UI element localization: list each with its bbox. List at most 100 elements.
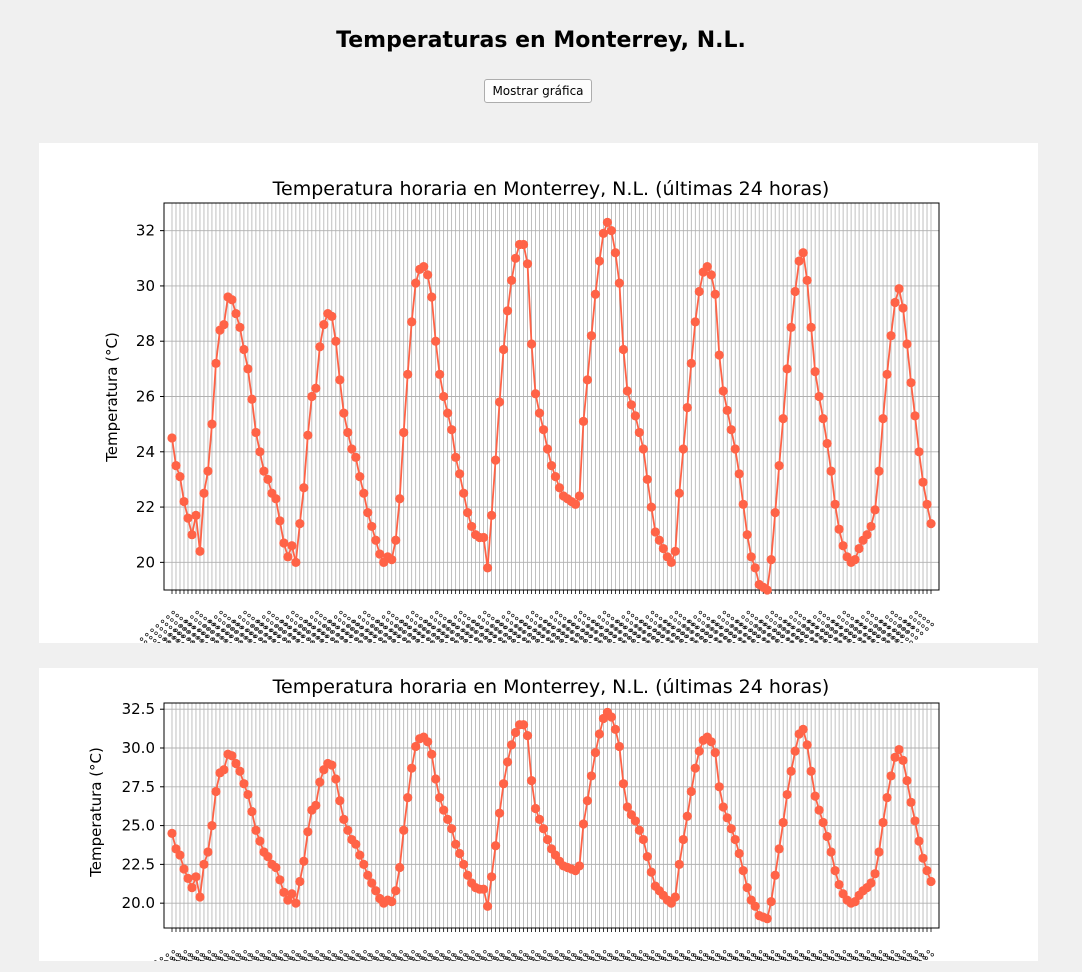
data-point xyxy=(367,878,377,888)
y-tick-label: 20.0 xyxy=(122,894,155,912)
data-point xyxy=(219,765,229,775)
data-point xyxy=(810,367,820,377)
data-point xyxy=(830,499,840,509)
data-point xyxy=(666,557,676,567)
data-point xyxy=(582,796,593,806)
data-point xyxy=(231,308,241,319)
data-point xyxy=(522,259,533,269)
data-point xyxy=(175,472,185,482)
data-point xyxy=(902,775,912,786)
data-point xyxy=(618,779,629,789)
data-point xyxy=(598,228,609,239)
data-point xyxy=(686,786,696,797)
data-point xyxy=(291,898,301,908)
data-point xyxy=(742,530,752,540)
data-point xyxy=(534,814,545,824)
data-point xyxy=(343,825,353,835)
data-point xyxy=(690,763,700,773)
data-point xyxy=(866,878,876,888)
data-point xyxy=(790,286,800,297)
data-point xyxy=(786,766,796,776)
chart-panel-2: 20.022.525.027.530.032.5 ∘∘∘∘∘∘∘∘∘∘∘∘∘∘∘… xyxy=(39,668,1038,961)
data-point xyxy=(854,543,864,554)
data-point xyxy=(463,870,473,880)
y-axis-label: Temperatura (°C) xyxy=(87,747,105,878)
data-point xyxy=(191,510,201,520)
data-point xyxy=(251,825,261,835)
data-point xyxy=(315,777,325,787)
data-point xyxy=(822,438,832,449)
data-point xyxy=(630,411,640,421)
data-point xyxy=(770,870,780,880)
data-point xyxy=(814,391,824,402)
data-point xyxy=(327,311,337,321)
data-point xyxy=(275,875,285,885)
show-chart-button[interactable]: Mostrar gráfica xyxy=(484,79,592,103)
data-point xyxy=(790,746,800,756)
data-point xyxy=(542,444,553,454)
data-point xyxy=(407,763,417,773)
data-point xyxy=(738,865,748,876)
data-point xyxy=(459,859,469,869)
data-point xyxy=(914,836,924,846)
data-point xyxy=(451,839,461,849)
data-point xyxy=(183,513,193,523)
data-point xyxy=(890,297,900,308)
data-point xyxy=(478,884,489,894)
page-title: Temperaturas en Monterrey, N.L. xyxy=(336,28,746,53)
data-point xyxy=(622,802,633,812)
data-point xyxy=(678,834,688,845)
data-point xyxy=(482,901,493,911)
data-point xyxy=(874,847,884,857)
data-point xyxy=(395,862,405,873)
data-point xyxy=(570,499,581,509)
data-point xyxy=(538,824,549,834)
data-point xyxy=(906,797,916,807)
data-point xyxy=(746,552,756,562)
data-point xyxy=(694,746,704,756)
data-point xyxy=(391,535,401,545)
data-point xyxy=(506,740,517,750)
data-point xyxy=(335,796,345,806)
data-point xyxy=(654,535,664,545)
data-point xyxy=(478,532,489,543)
data-point xyxy=(427,749,437,759)
chart-title: Temperatura horaria en Monterrey, N.L. (… xyxy=(272,178,830,200)
data-point xyxy=(550,472,561,482)
data-point xyxy=(207,820,217,831)
data-point xyxy=(375,549,385,559)
y-axis-label: Temperatura (°C) xyxy=(103,332,121,463)
data-point xyxy=(646,502,656,512)
data-point xyxy=(818,817,828,828)
data-point xyxy=(411,278,421,288)
data-point xyxy=(199,488,209,498)
data-point xyxy=(586,331,597,341)
y-tick-label: 24 xyxy=(136,443,155,461)
data-point xyxy=(203,847,213,857)
data-point xyxy=(299,483,309,493)
data-point xyxy=(467,521,477,532)
data-point xyxy=(490,455,501,465)
data-point xyxy=(307,391,317,402)
data-point xyxy=(706,737,716,747)
data-point xyxy=(419,261,429,272)
data-point xyxy=(239,344,249,355)
data-point xyxy=(910,411,920,421)
data-point xyxy=(387,897,397,907)
data-point xyxy=(630,816,640,826)
data-point xyxy=(714,350,724,360)
data-point xyxy=(506,275,517,285)
data-point xyxy=(403,369,413,379)
data-point xyxy=(922,499,932,509)
data-point xyxy=(518,239,529,250)
data-point xyxy=(423,270,433,280)
data-point xyxy=(918,853,928,863)
data-point xyxy=(642,474,652,485)
data-point xyxy=(866,521,876,532)
data-point xyxy=(522,730,533,741)
data-point xyxy=(886,771,896,781)
y-tick-label: 32.5 xyxy=(122,700,155,718)
data-point xyxy=(235,766,245,776)
data-point xyxy=(275,516,285,526)
data-point xyxy=(638,444,648,454)
